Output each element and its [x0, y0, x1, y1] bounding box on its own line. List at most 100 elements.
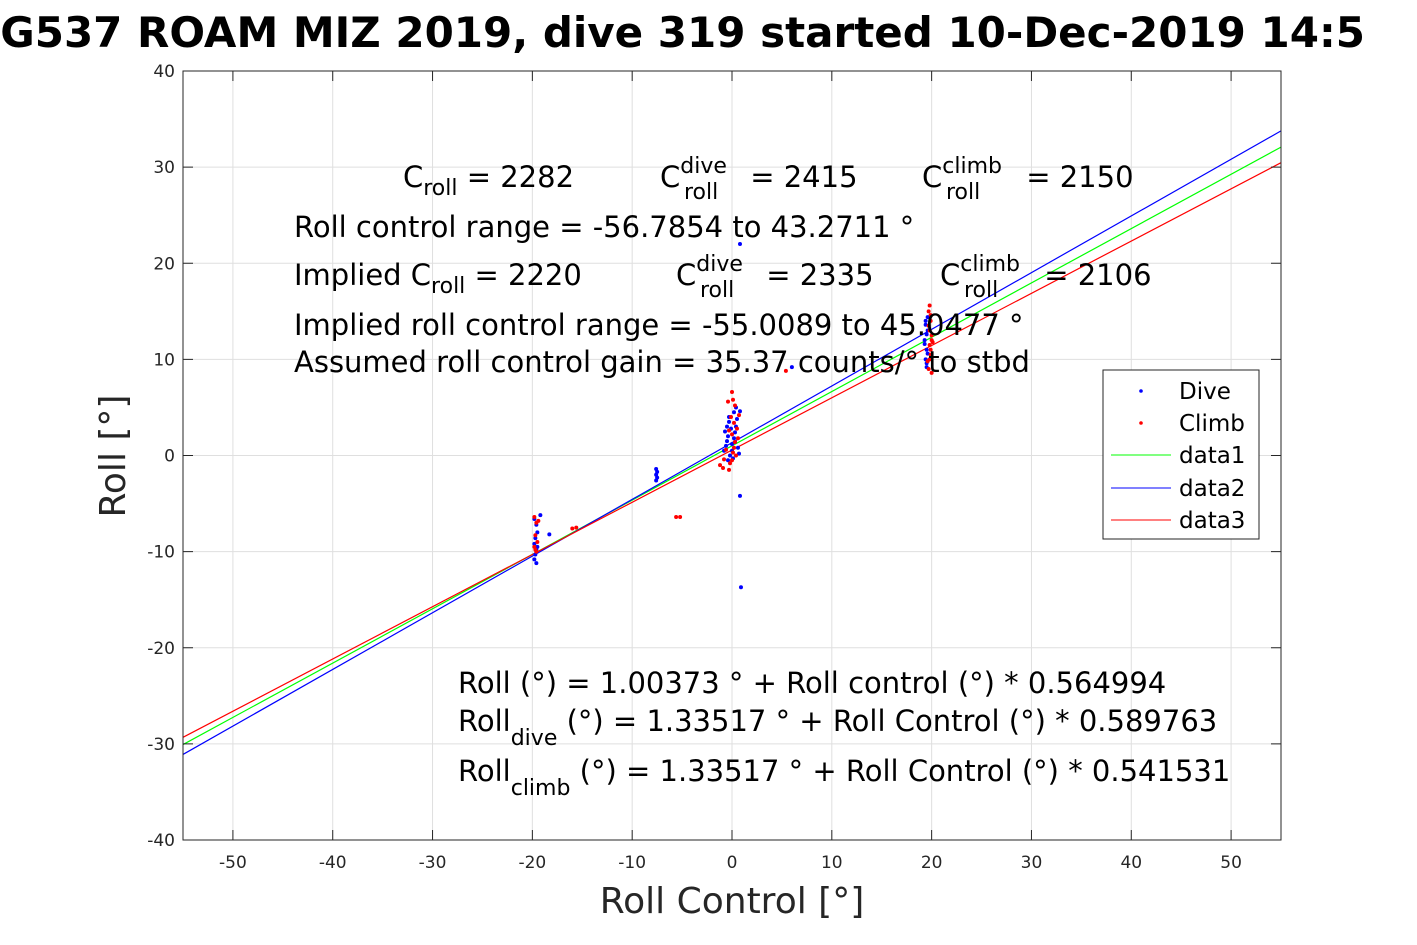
- fit-equation-dive: Rolldive (°) = 1.33517 ° + Roll Control …: [458, 704, 1217, 751]
- y-tick-label: 10: [153, 350, 175, 370]
- point-climb: [927, 303, 932, 308]
- x-axis-label: Roll Control [°]: [600, 881, 865, 922]
- x-tick-label: -30: [419, 853, 447, 873]
- point-climb: [730, 432, 734, 437]
- point-climb: [730, 450, 735, 455]
- implied-c-roll-dive: Cdive roll = 2335: [676, 252, 874, 303]
- y-tick-label: -30: [147, 735, 175, 755]
- point-dive: [737, 242, 742, 247]
- point-climb: [928, 347, 933, 352]
- point-climb: [928, 313, 933, 318]
- x-tick-label: 50: [1220, 853, 1242, 873]
- fit-equation-climb: Rollclimb (°) = 1.33517 ° + Roll Control…: [458, 754, 1230, 801]
- point-dive: [724, 443, 729, 448]
- point-dive: [726, 458, 731, 463]
- point-dive: [925, 315, 930, 320]
- point-dive: [654, 478, 659, 483]
- point-climb: [730, 458, 734, 463]
- point-climb: [732, 403, 737, 408]
- point-climb: [928, 352, 933, 357]
- point-dive: [922, 338, 927, 343]
- y-tick-label: -10: [147, 543, 175, 563]
- point-climb: [929, 333, 934, 338]
- point-dive: [730, 441, 734, 446]
- c-roll: Croll = 2282: [403, 160, 574, 201]
- point-climb: [783, 368, 788, 373]
- implied-range: Implied roll control range = -55.0089 to…: [294, 308, 1024, 342]
- point-climb: [733, 453, 738, 458]
- point-dive: [723, 429, 728, 434]
- data-points: [532, 242, 935, 590]
- x-tick-label: 30: [1021, 853, 1043, 873]
- point-dive: [731, 410, 736, 415]
- point-climb: [722, 457, 727, 462]
- point-dive: [923, 318, 928, 323]
- point-dive: [731, 436, 736, 441]
- point-dive: [922, 341, 927, 346]
- fit-equation: Roll (°) = 1.00373 ° + Roll control (°) …: [458, 666, 1166, 700]
- point-dive: [789, 365, 794, 370]
- y-axis-label: Roll [°]: [93, 395, 134, 518]
- point-climb: [736, 413, 741, 418]
- point-dive: [735, 445, 740, 450]
- point-climb: [574, 525, 579, 530]
- x-tick-label: 40: [1120, 853, 1142, 873]
- legend-climb-label: Climb: [1179, 411, 1245, 437]
- x-tick-label: -10: [618, 853, 646, 873]
- roll-control-range: Roll control range = -56.7854 to 43.2711…: [294, 210, 914, 244]
- point-dive: [547, 532, 552, 537]
- legend-data3-label: data3: [1179, 508, 1245, 534]
- point-climb: [718, 463, 723, 468]
- point-climb: [533, 547, 538, 552]
- point-dive: [532, 557, 537, 562]
- x-tick-label: 20: [921, 853, 943, 873]
- x-tick-label: -20: [518, 853, 546, 873]
- legend-dive-label: Dive: [1179, 379, 1231, 405]
- legend-dive-marker: [1139, 389, 1143, 393]
- point-climb: [724, 447, 729, 452]
- point-dive: [725, 424, 730, 429]
- point-dive: [728, 453, 733, 458]
- point-climb: [930, 340, 935, 345]
- point-dive: [725, 439, 730, 444]
- chart-title: SG537 ROAM MIZ 2019, dive 319 started 10…: [0, 8, 1365, 57]
- legend-data1-label: data1: [1179, 443, 1245, 469]
- c-roll-climb: Cclimb roll = 2150: [922, 154, 1134, 205]
- point-climb: [735, 436, 740, 441]
- point-dive: [738, 585, 743, 590]
- point-climb: [728, 461, 733, 466]
- point-climb: [727, 428, 732, 433]
- c-roll-dive: Cdive roll = 2415: [660, 154, 858, 205]
- x-tick-label: -50: [219, 853, 247, 873]
- point-climb: [731, 445, 736, 450]
- point-dive: [736, 451, 741, 456]
- point-dive: [538, 513, 543, 518]
- point-climb: [536, 518, 541, 523]
- point-climb: [928, 318, 933, 323]
- point-dive: [726, 434, 731, 439]
- point-climb: [570, 526, 575, 531]
- implied-c-roll-climb: Cclimb roll = 2106: [940, 252, 1152, 303]
- point-climb: [730, 397, 735, 402]
- point-climb: [731, 420, 736, 425]
- implied-c-roll: Implied Croll = 2220: [294, 258, 582, 299]
- annotations: Croll = 2282 Cdive roll = 2415 Cclimb roll…: [294, 154, 1230, 801]
- point-climb: [926, 309, 931, 314]
- x-tick-label: 10: [821, 853, 843, 873]
- point-climb: [727, 467, 732, 472]
- point-climb: [929, 370, 934, 375]
- y-tick-label: 20: [153, 254, 175, 274]
- y-tick-label: -20: [147, 639, 175, 659]
- point-dive: [734, 416, 739, 421]
- legend: Dive Climb data1 data2 data3: [1102, 369, 1260, 540]
- point-dive: [533, 536, 538, 541]
- point-climb: [927, 328, 932, 333]
- legend-climb-marker: [1139, 421, 1143, 425]
- point-climb: [532, 515, 537, 520]
- point-climb: [729, 415, 734, 420]
- legend-data2-label: data2: [1179, 476, 1245, 502]
- point-climb: [732, 440, 737, 445]
- y-tick-label: 40: [153, 62, 175, 82]
- x-tick-label: 0: [727, 853, 738, 873]
- point-dive: [737, 493, 742, 498]
